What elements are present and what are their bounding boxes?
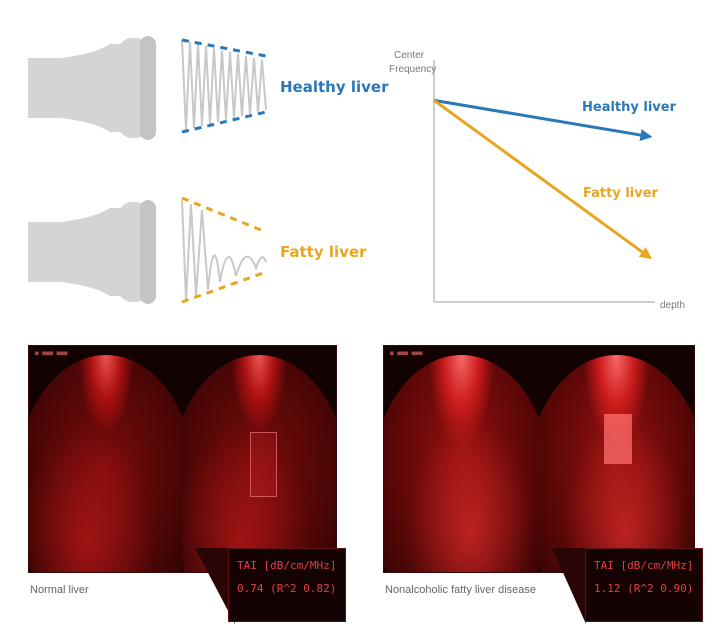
tai-image [539, 346, 694, 572]
tai-title: TAI [dB/cm/MHz] [237, 559, 337, 572]
normal-liver-caption: Normal liver [30, 584, 89, 596]
tai-value: 1.12 (R^2 0.90) [594, 582, 694, 595]
tai-title: TAI [dB/cm/MHz] [594, 559, 694, 572]
roi-box [250, 431, 277, 498]
healthy-liver-label: Healthy liver [280, 78, 389, 96]
bmode-image [384, 346, 539, 572]
roi-box [604, 413, 632, 464]
tai-readout-fatty: TAI [dB/cm/MHz] 1.12 (R^2 0.90) [585, 548, 703, 622]
y-axis-label: Frequency [389, 64, 437, 75]
x-axis-label: depth [660, 300, 686, 311]
normal-liver-ultrasound: ■ ■■■ ■■■ [28, 345, 337, 573]
series-line-fatty-liver [433, 99, 652, 260]
bmode-image [29, 346, 183, 572]
tai-value: 0.74 (R^2 0.82) [237, 582, 337, 595]
fatty-liver-ultrasound: ■ ■■■ ■■■ [383, 345, 695, 573]
series-line-healthy-liver [433, 98, 653, 141]
fatty-liver-caption: Nonalcoholic fatty liver disease [385, 584, 537, 596]
fatty-wave-icon [181, 196, 267, 304]
healthy-wave-icon [181, 38, 267, 134]
tai-image [182, 346, 336, 572]
tai-callout-pointer [552, 548, 586, 624]
tai-readout-normal: TAI [dB/cm/MHz] 0.74 (R^2 0.82) [228, 548, 346, 622]
frequency-depth-chart [433, 60, 655, 303]
series-label-healthy: Healthy liver [582, 100, 677, 115]
ultrasound-probe-icon [28, 200, 156, 304]
ultrasound-probe-icon [28, 36, 156, 140]
fatty-liver-label: Fatty liver [280, 243, 367, 261]
y-axis-label: Center [394, 50, 425, 61]
tai-callout-pointer [195, 548, 235, 624]
probe-diagram [28, 36, 267, 304]
series-label-fatty: Fatty liver [583, 186, 658, 201]
